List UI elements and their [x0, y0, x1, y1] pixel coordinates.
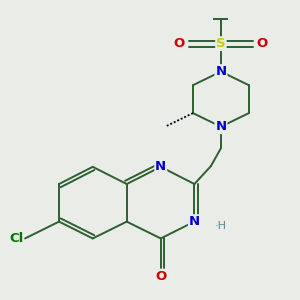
Text: N: N — [215, 65, 226, 78]
Text: N: N — [189, 215, 200, 228]
Text: N: N — [215, 120, 226, 133]
Text: O: O — [257, 37, 268, 50]
Text: S: S — [216, 37, 226, 50]
Text: O: O — [174, 37, 185, 50]
Text: ·H: ·H — [214, 221, 226, 231]
Text: N: N — [155, 160, 166, 173]
Text: O: O — [155, 270, 166, 283]
Text: Cl: Cl — [9, 232, 23, 245]
